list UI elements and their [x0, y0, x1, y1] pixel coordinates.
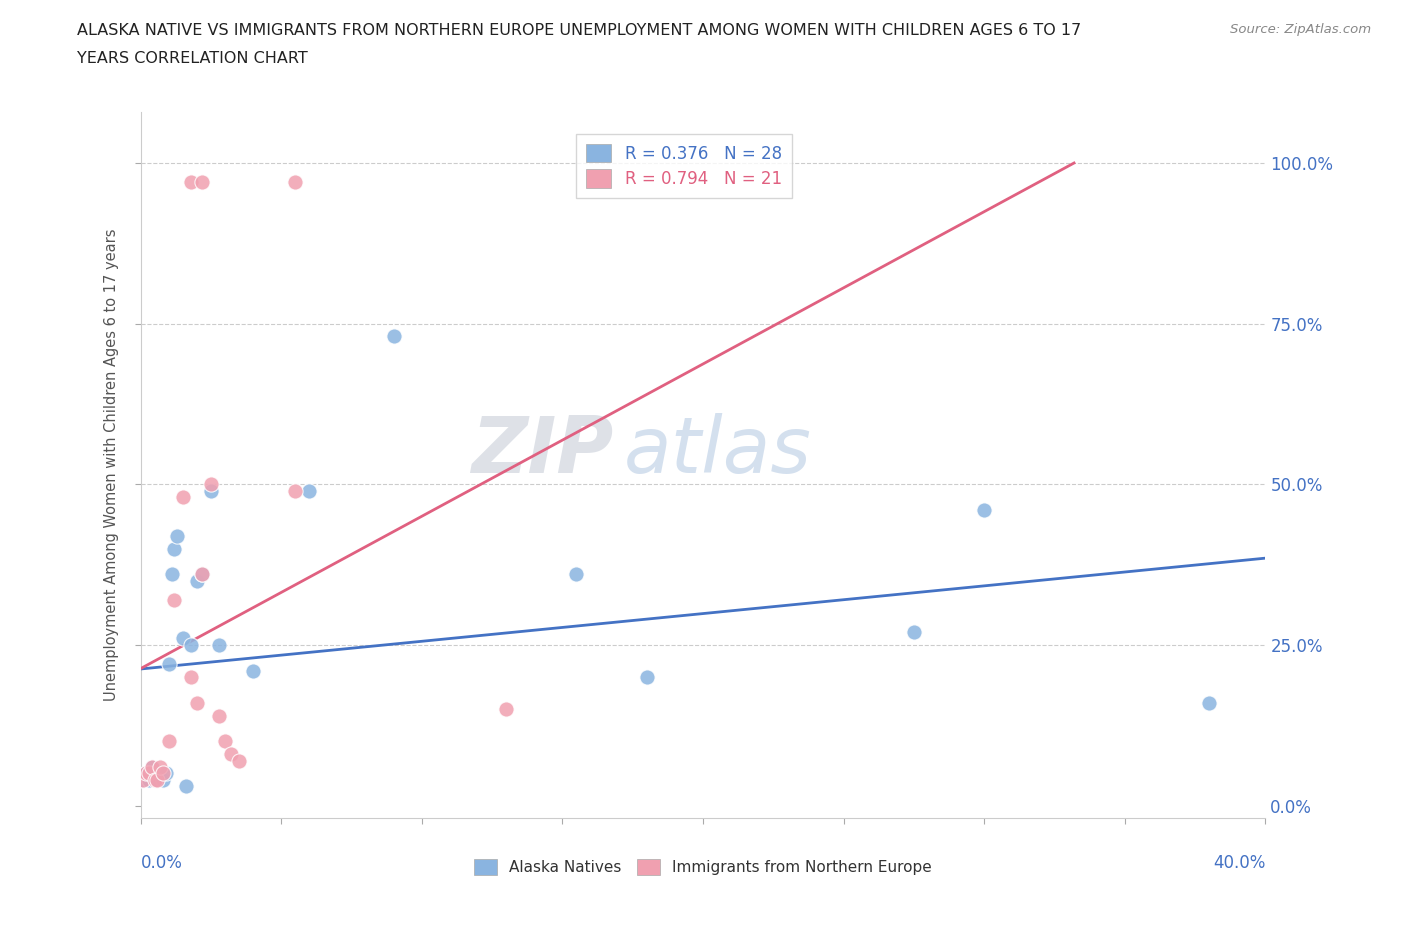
Point — [284, 175, 307, 190]
Point — [141, 760, 163, 775]
Point — [132, 773, 155, 788]
Point — [132, 773, 155, 788]
Point — [149, 760, 172, 775]
Point — [163, 541, 186, 556]
Point — [1198, 696, 1220, 711]
Point — [172, 631, 194, 646]
Point — [146, 773, 169, 788]
Point — [382, 329, 405, 344]
Point — [152, 773, 174, 788]
Text: 0.0%: 0.0% — [141, 854, 183, 871]
Point — [138, 773, 160, 788]
Y-axis label: Unemployment Among Women with Children Ages 6 to 17 years: Unemployment Among Women with Children A… — [104, 229, 120, 701]
Text: YEARS CORRELATION CHART: YEARS CORRELATION CHART — [77, 51, 308, 66]
Point — [973, 502, 995, 517]
Text: 40.0%: 40.0% — [1213, 854, 1265, 871]
Text: Source: ZipAtlas.com: Source: ZipAtlas.com — [1230, 23, 1371, 36]
Point — [138, 766, 160, 781]
Point — [157, 657, 180, 671]
Point — [141, 760, 163, 775]
Point — [298, 484, 321, 498]
Point — [143, 773, 166, 788]
Point — [219, 747, 242, 762]
Point — [228, 753, 250, 768]
Point — [242, 663, 264, 678]
Point — [180, 637, 202, 652]
Point — [157, 734, 180, 749]
Point — [172, 490, 194, 505]
Point — [174, 778, 197, 793]
Text: atlas: atlas — [624, 413, 813, 489]
Point — [200, 484, 222, 498]
Point — [214, 734, 236, 749]
Point — [208, 708, 231, 723]
Point — [208, 637, 231, 652]
Point — [152, 766, 174, 781]
Text: ZIP: ZIP — [471, 413, 613, 489]
Point — [495, 702, 517, 717]
Point — [636, 670, 658, 684]
Point — [186, 573, 208, 588]
Legend: Alaska Natives, Immigrants from Northern Europe: Alaska Natives, Immigrants from Northern… — [468, 853, 938, 882]
Point — [143, 766, 166, 781]
Point — [163, 592, 186, 607]
Text: ALASKA NATIVE VS IMMIGRANTS FROM NORTHERN EUROPE UNEMPLOYMENT AMONG WOMEN WITH C: ALASKA NATIVE VS IMMIGRANTS FROM NORTHER… — [77, 23, 1081, 38]
Point — [284, 484, 307, 498]
Point — [146, 773, 169, 788]
Point — [191, 566, 214, 581]
Point — [155, 766, 177, 781]
Point — [135, 766, 157, 781]
Point — [191, 566, 214, 581]
Point — [186, 696, 208, 711]
Point — [160, 566, 183, 581]
Point — [565, 566, 588, 581]
Point — [200, 477, 222, 492]
Point — [135, 766, 157, 781]
Point — [180, 670, 202, 684]
Point — [149, 766, 172, 781]
Point — [903, 625, 925, 640]
Point — [191, 175, 214, 190]
Point — [166, 528, 188, 543]
Point — [180, 175, 202, 190]
